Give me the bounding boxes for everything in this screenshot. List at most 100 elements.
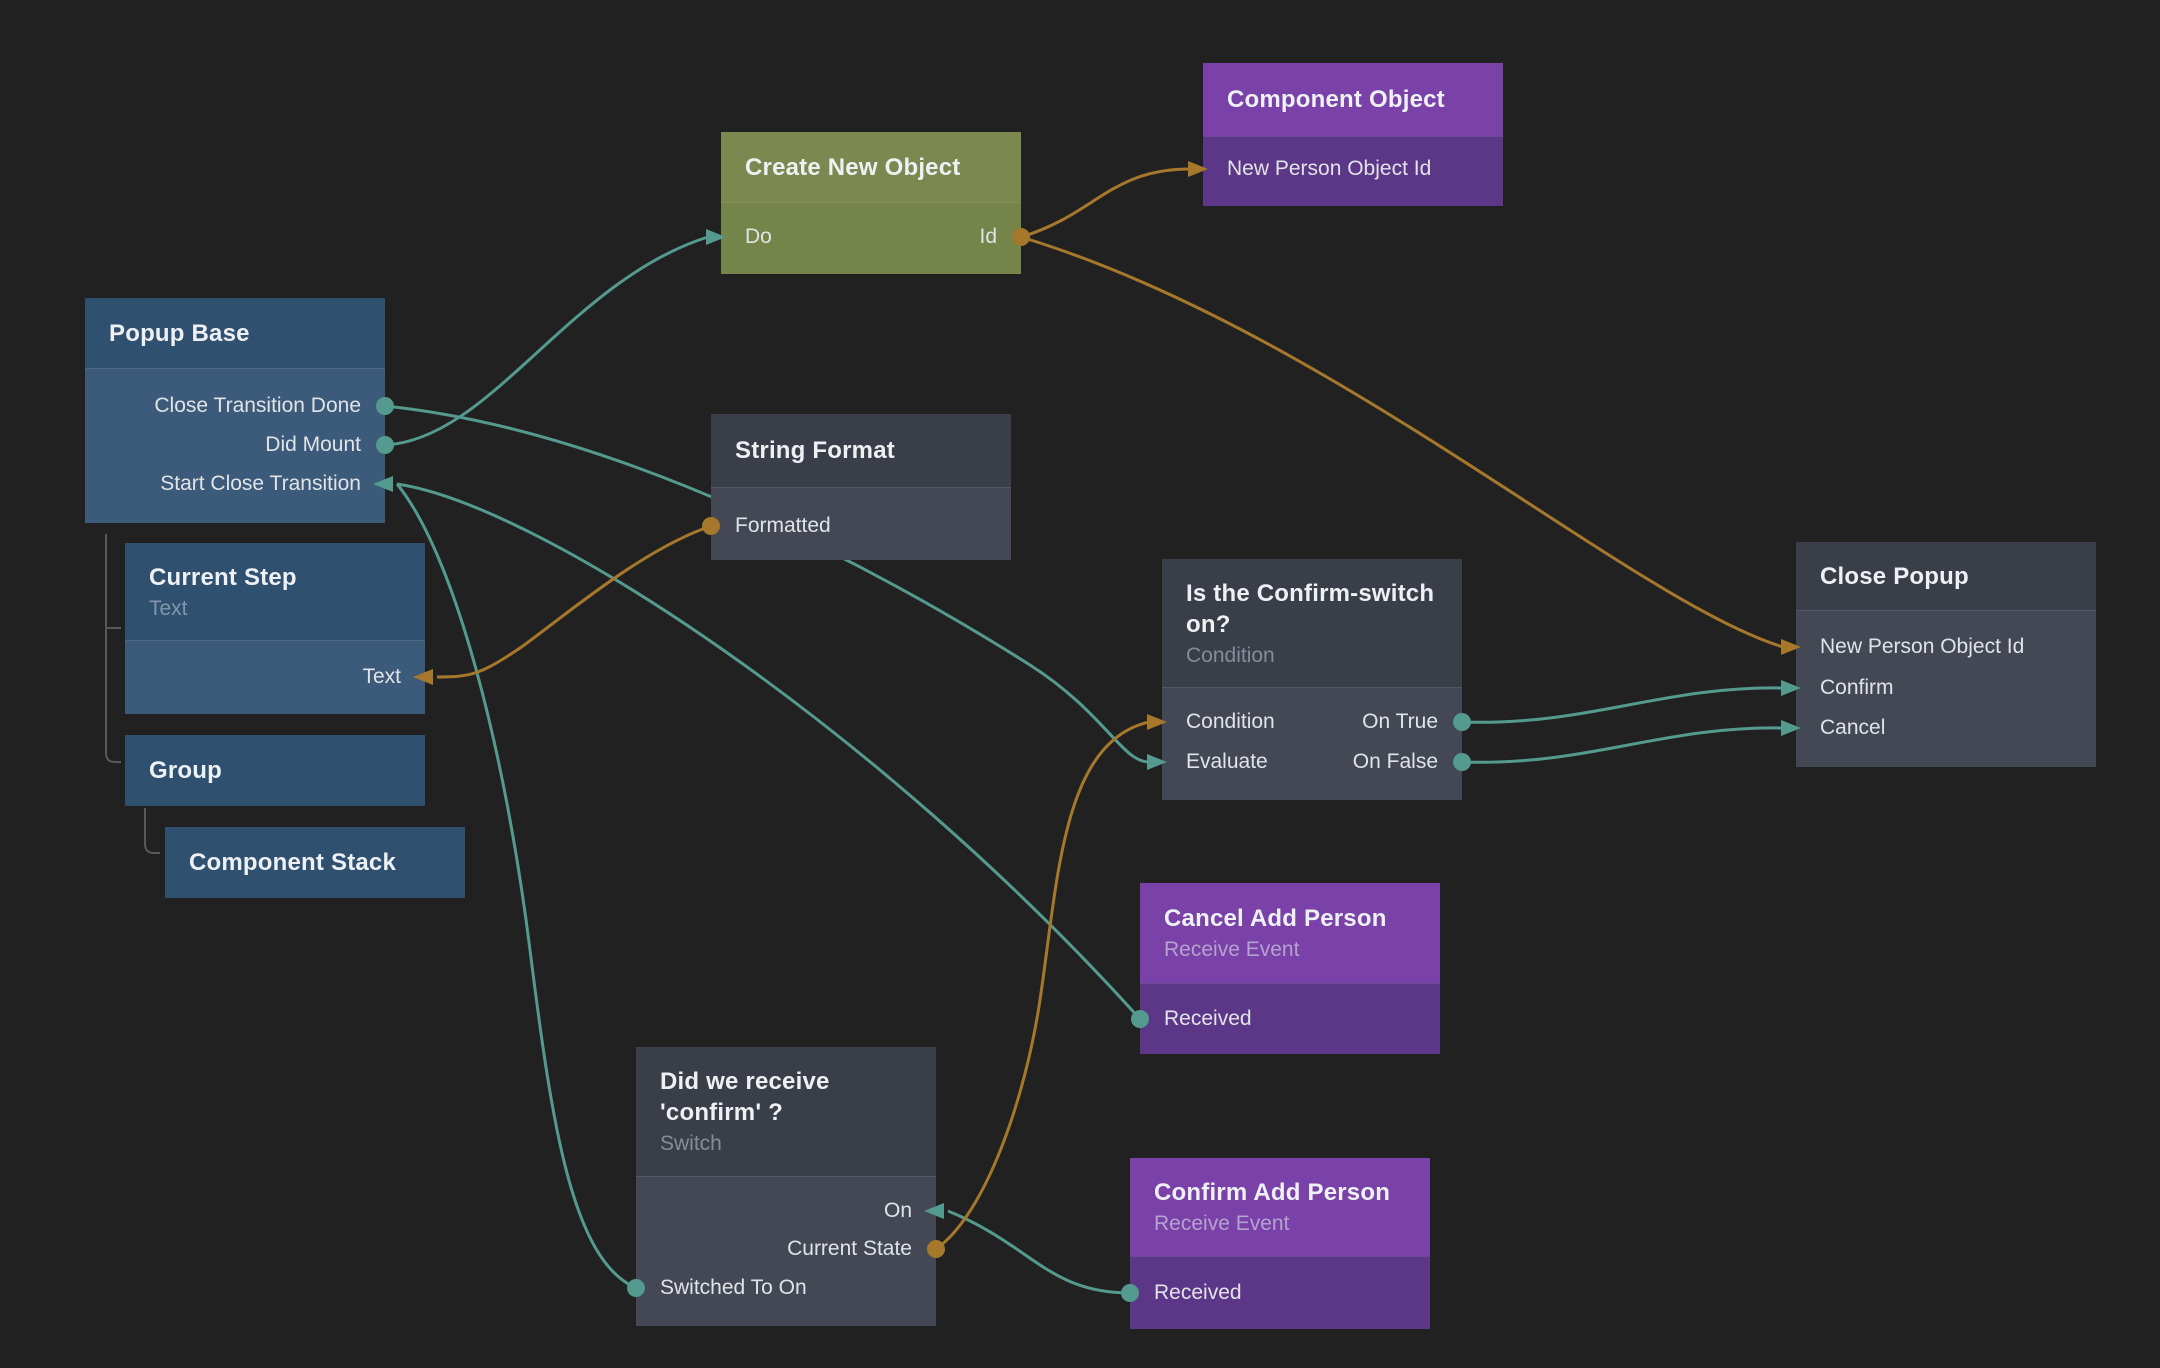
node-body — [1162, 687, 1462, 800]
node-title: Close Popup — [1820, 562, 1969, 590]
node-current-step[interactable]: Current Step Text — [125, 543, 425, 714]
port-label-id: Id — [979, 225, 997, 248]
node-header: Group — [125, 735, 425, 806]
input-port-arrow-text[interactable] — [413, 669, 433, 685]
node-body — [125, 640, 425, 714]
output-port-dot-received[interactable] — [1131, 1010, 1149, 1028]
port-label-close-transition-done: Close Transition Done — [154, 394, 361, 417]
output-port-dot-switched-to-on[interactable] — [627, 1279, 645, 1297]
output-port-dot-formatted[interactable] — [702, 517, 720, 535]
node-subtitle: Receive Event — [1154, 1212, 1290, 1235]
edge-current-state-to-condition[interactable] — [935, 720, 1150, 1251]
node-title: Cancel Add Person — [1164, 905, 1387, 932]
node-title: Create New Object — [745, 153, 961, 181]
node-header: Current Step Text — [125, 543, 425, 640]
hierarchy-line-group-children — [144, 808, 160, 854]
node-string-format[interactable]: String Format — [711, 414, 1011, 560]
edge-switched-to-on-to-start-close[interactable] — [395, 483, 637, 1290]
node-header: Create New Object — [721, 132, 1021, 202]
input-port-arrow-evaluate[interactable] — [1147, 754, 1167, 770]
node-title: Group — [149, 757, 222, 784]
port-label-formatted: Formatted — [735, 514, 831, 537]
node-body — [1203, 136, 1503, 206]
input-port-arrow-start-close-transition[interactable] — [373, 476, 393, 492]
edge-did-mount-to-do[interactable] — [384, 235, 709, 447]
port-label-new-person-object-id: New Person Object Id — [1820, 635, 2025, 658]
output-port-dot-on-false[interactable] — [1453, 753, 1471, 771]
node-title: Component Object — [1227, 86, 1445, 113]
node-title: Popup Base — [109, 319, 250, 347]
edge-close-transition-done-to-evaluate[interactable] — [384, 404, 1150, 764]
node-popup-base[interactable]: Popup Base — [85, 298, 385, 523]
input-port-arrow-cancel[interactable] — [1781, 720, 1801, 736]
edge-id-to-component-object[interactable] — [1020, 167, 1191, 239]
node-did-we-receive-confirm[interactable]: Did we receive 'confirm' ? Switch — [636, 1047, 936, 1326]
node-body — [1130, 1256, 1430, 1329]
node-header: Popup Base — [85, 298, 385, 368]
node-subtitle: Condition — [1186, 643, 1275, 667]
input-port-arrow-new-person-object-id[interactable] — [1781, 639, 1801, 655]
port-label-condition: Condition — [1186, 710, 1275, 733]
edge-confirm-received-to-on[interactable] — [947, 1209, 1131, 1295]
port-label-did-mount: Did Mount — [265, 433, 361, 456]
node-header: Component Object — [1203, 63, 1503, 136]
node-confirm-add-person[interactable]: Confirm Add Person Receive Event — [1130, 1158, 1430, 1329]
node-body — [721, 202, 1021, 274]
node-subtitle: Text — [149, 596, 188, 620]
node-confirm-switch-condition[interactable]: Is the Confirm-switch on? Condition — [1162, 559, 1462, 800]
node-group[interactable]: Group — [125, 735, 425, 806]
node-cancel-add-person[interactable]: Cancel Add Person Receive Event — [1140, 883, 1440, 1054]
input-port-arrow-on[interactable] — [924, 1203, 944, 1219]
output-port-dot-id[interactable] — [1012, 228, 1030, 246]
port-label-current-state: Current State — [787, 1237, 912, 1260]
node-title: Confirm Add Person — [1154, 1179, 1391, 1206]
port-label-received: Received — [1154, 1281, 1242, 1304]
port-label-new-person-object-id: New Person Object Id — [1227, 157, 1432, 180]
port-label-evaluate: Evaluate — [1186, 750, 1268, 773]
output-port-dot-close-transition-done[interactable] — [376, 397, 394, 415]
node-header: Component Stack — [165, 827, 465, 898]
hierarchy-line-popup-base-children — [105, 534, 121, 763]
input-port-arrow-do[interactable] — [706, 229, 726, 245]
node-body — [1140, 983, 1440, 1054]
node-component-stack[interactable]: Component Stack — [165, 827, 465, 898]
node-header: Confirm Add Person Receive Event — [1130, 1158, 1430, 1256]
node-body — [711, 487, 1011, 560]
input-port-arrow-confirm[interactable] — [1781, 680, 1801, 696]
port-label-text: Text — [362, 665, 401, 688]
node-title: String Format — [735, 437, 895, 464]
input-port-arrow-new-person-object-id[interactable] — [1188, 161, 1208, 177]
edge-cancel-received-to-start-close[interactable] — [396, 482, 1142, 1021]
node-title: Current Step — [149, 563, 297, 591]
node-header: Is the Confirm-switch on? Condition — [1162, 559, 1462, 687]
node-create-new-object[interactable]: Create New Object — [721, 132, 1021, 274]
output-port-dot-on-true[interactable] — [1453, 713, 1471, 731]
port-label-do: Do — [745, 225, 772, 248]
output-port-dot-did-mount[interactable] — [376, 436, 394, 454]
node-body — [85, 368, 385, 523]
node-header: String Format — [711, 414, 1011, 487]
port-label-on-true: On True — [1362, 710, 1438, 733]
node-subtitle: Switch — [660, 1132, 722, 1155]
edge-formatted-to-text[interactable] — [436, 524, 712, 679]
node-component-object[interactable]: Component Object — [1203, 63, 1503, 206]
node-header: Close Popup — [1796, 542, 2096, 610]
port-label-cancel: Cancel — [1820, 716, 1886, 739]
port-label-on-false: On False — [1352, 750, 1438, 773]
output-port-dot-current-state[interactable] — [927, 1240, 945, 1258]
edge-on-false-to-cancel[interactable] — [1461, 726, 1784, 764]
node-title: Is the Confirm-switch on? — [1186, 579, 1435, 638]
node-title: Did we receive 'confirm' ? — [660, 1068, 830, 1126]
node-body — [636, 1176, 936, 1326]
output-port-dot-received[interactable] — [1121, 1284, 1139, 1302]
node-title: Component Stack — [189, 849, 397, 876]
edge-id-to-close-popup[interactable] — [1020, 235, 1784, 649]
input-port-arrow-condition[interactable] — [1147, 714, 1167, 730]
node-close-popup[interactable]: Close Popup — [1796, 542, 2096, 767]
node-body — [1796, 610, 2096, 767]
port-label-start-close-transition: Start Close Transition — [160, 472, 361, 495]
node-header: Did we receive 'confirm' ? Switch — [636, 1047, 936, 1176]
edge-on-true-to-confirm[interactable] — [1461, 686, 1784, 724]
